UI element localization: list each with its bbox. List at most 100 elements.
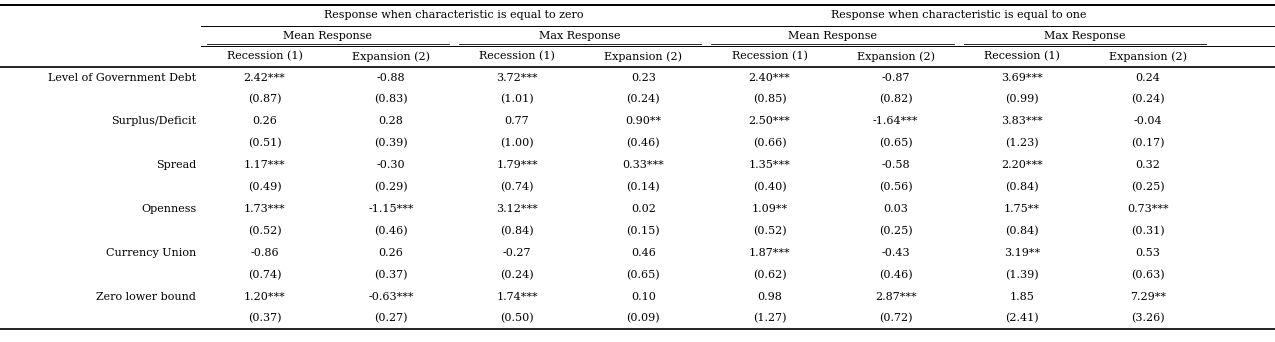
Text: (0.84): (0.84) [1005,226,1039,236]
Text: (0.37): (0.37) [374,269,408,280]
Text: (0.46): (0.46) [626,138,660,148]
Text: 0.73***: 0.73*** [1127,204,1169,214]
Text: (3.26): (3.26) [1131,313,1165,324]
Text: (0.24): (0.24) [1131,94,1165,105]
Text: (0.66): (0.66) [752,138,787,148]
Text: -0.27: -0.27 [502,248,532,258]
Text: -0.58: -0.58 [881,160,910,170]
Text: 0.98: 0.98 [757,291,782,302]
Text: (0.29): (0.29) [374,182,408,192]
Text: 0.23: 0.23 [631,73,655,83]
Text: (0.99): (0.99) [1005,94,1039,105]
Text: (1.39): (1.39) [1005,269,1039,280]
Text: 3.69***: 3.69*** [1001,73,1043,83]
Text: 2.50***: 2.50*** [748,116,790,127]
Text: 3.19**: 3.19** [1003,248,1040,258]
Text: Expansion (2): Expansion (2) [604,51,682,62]
Text: -1.15***: -1.15*** [368,204,413,214]
Text: (1.00): (1.00) [500,138,534,148]
Text: (0.72): (0.72) [878,313,913,324]
Text: (0.65): (0.65) [626,269,660,280]
Text: Expansion (2): Expansion (2) [857,51,935,62]
Text: 1.73***: 1.73*** [244,204,286,214]
Text: Spread: Spread [156,160,196,170]
Text: (0.46): (0.46) [878,269,913,280]
Text: (0.65): (0.65) [878,138,913,148]
Text: Response when characteristic is equal to one: Response when characteristic is equal to… [831,10,1086,21]
Text: (0.37): (0.37) [247,313,282,324]
Text: (0.31): (0.31) [1131,226,1165,236]
Text: Mean Response: Mean Response [283,31,372,41]
Text: 1.09**: 1.09** [751,204,788,214]
Text: 1.17***: 1.17*** [244,160,286,170]
Text: 1.79***: 1.79*** [496,160,538,170]
Text: -1.64***: -1.64*** [873,116,918,127]
Text: (0.51): (0.51) [247,138,282,148]
Text: (1.27): (1.27) [752,313,787,324]
Text: 0.26: 0.26 [252,116,277,127]
Text: Expansion (2): Expansion (2) [352,51,430,62]
Text: 1.87***: 1.87*** [748,248,790,258]
Text: Openness: Openness [142,204,196,214]
Text: 0.33***: 0.33*** [622,160,664,170]
Text: 1.20***: 1.20*** [244,291,286,302]
Text: (0.85): (0.85) [752,94,787,105]
Text: (0.39): (0.39) [374,138,408,148]
Text: 2.42***: 2.42*** [244,73,286,83]
Text: (1.01): (1.01) [500,94,534,105]
Text: (0.74): (0.74) [247,269,282,280]
Text: 1.35***: 1.35*** [748,160,790,170]
Text: Max Response: Max Response [539,31,621,41]
Text: 0.46: 0.46 [631,248,655,258]
Text: (0.27): (0.27) [374,313,408,324]
Text: (0.24): (0.24) [626,94,660,105]
Text: 0.90**: 0.90** [625,116,662,127]
Text: (0.24): (0.24) [500,269,534,280]
Text: 0.24: 0.24 [1136,73,1160,83]
Text: (0.50): (0.50) [500,313,534,324]
Text: Recession (1): Recession (1) [984,51,1060,62]
Text: (0.14): (0.14) [626,182,660,192]
Text: (0.52): (0.52) [752,226,787,236]
Text: 0.53: 0.53 [1136,248,1160,258]
Text: (2.41): (2.41) [1005,313,1039,324]
Text: (0.84): (0.84) [1005,182,1039,192]
Text: Response when characteristic is equal to zero: Response when characteristic is equal to… [324,10,584,21]
Text: 0.26: 0.26 [379,248,403,258]
Text: (0.46): (0.46) [374,226,408,236]
Text: Recession (1): Recession (1) [479,51,555,62]
Text: (0.83): (0.83) [374,94,408,105]
Text: 2.40***: 2.40*** [748,73,790,83]
Text: 0.77: 0.77 [505,116,529,127]
Text: -0.30: -0.30 [376,160,405,170]
Text: (0.56): (0.56) [878,182,913,192]
Text: 0.10: 0.10 [631,291,655,302]
Text: -0.63***: -0.63*** [368,291,413,302]
Text: Recession (1): Recession (1) [227,51,302,62]
Text: -0.43: -0.43 [881,248,910,258]
Text: (0.82): (0.82) [878,94,913,105]
Text: 3.83***: 3.83*** [1001,116,1043,127]
Text: (0.49): (0.49) [247,182,282,192]
Text: (0.17): (0.17) [1131,138,1165,148]
Text: (0.84): (0.84) [500,226,534,236]
Text: 1.85: 1.85 [1010,291,1034,302]
Text: (1.23): (1.23) [1005,138,1039,148]
Text: (0.74): (0.74) [500,182,534,192]
Text: -0.87: -0.87 [881,73,910,83]
Text: Zero lower bound: Zero lower bound [97,291,196,302]
Text: Level of Government Debt: Level of Government Debt [48,73,196,83]
Text: 7.29**: 7.29** [1130,291,1167,302]
Text: (0.40): (0.40) [752,182,787,192]
Text: (0.87): (0.87) [247,94,282,105]
Text: 0.02: 0.02 [631,204,655,214]
Text: (0.63): (0.63) [1131,269,1165,280]
Text: 2.87***: 2.87*** [875,291,917,302]
Text: 0.32: 0.32 [1136,160,1160,170]
Text: (0.25): (0.25) [1131,182,1165,192]
Text: Expansion (2): Expansion (2) [1109,51,1187,62]
Text: (0.62): (0.62) [752,269,787,280]
Text: -0.88: -0.88 [376,73,405,83]
Text: 0.28: 0.28 [379,116,403,127]
Text: 2.20***: 2.20*** [1001,160,1043,170]
